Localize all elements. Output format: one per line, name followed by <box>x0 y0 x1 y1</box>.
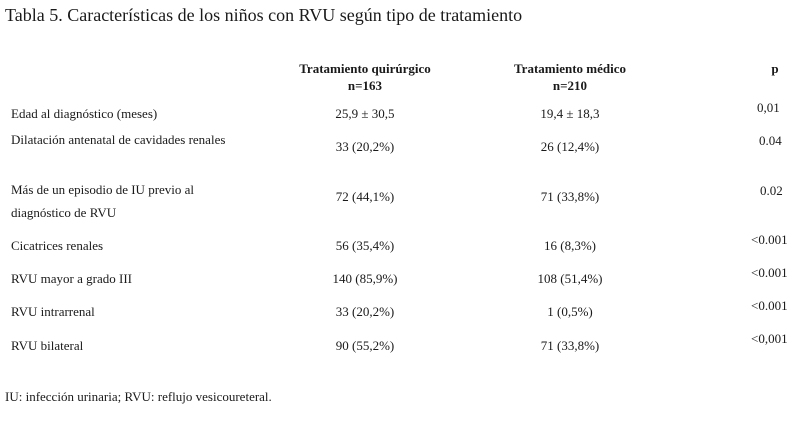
cell-medical: 19,4 ± 18,3 <box>540 106 600 121</box>
cell-p: <0.001 <box>751 232 788 247</box>
cell-surgical: 90 (55,2%) <box>335 338 395 353</box>
cell-surgical: 140 (85,9%) <box>332 271 398 286</box>
column-header-medical-name: Tratamiento médico <box>513 61 627 76</box>
cell-medical: 108 (51,4%) <box>537 271 603 286</box>
column-header-surgical-name: Tratamiento quirúrgico <box>299 61 431 76</box>
row-label: RVU bilateral <box>11 338 84 353</box>
column-header-surgical: Tratamiento quirúrgico n=163 <box>270 60 460 94</box>
cell-p: <0,001 <box>751 331 788 346</box>
cell-medical: 16 (8,3%) <box>544 238 596 253</box>
row-label: Cicatrices renales <box>11 238 104 253</box>
cell-p: <0.001 <box>751 298 788 313</box>
cell-surgical: 56 (35,4%) <box>335 238 395 253</box>
cell-medical: 71 (33,8%) <box>540 338 600 353</box>
cell-medical: 71 (33,8%) <box>540 189 600 204</box>
row-label: RVU intrarrenal <box>11 304 95 319</box>
column-header-medical-n: n=210 <box>552 78 588 93</box>
cell-p: 0,01 <box>757 100 780 115</box>
cell-surgical: 72 (44,1%) <box>335 189 395 204</box>
column-header-surgical-n: n=163 <box>347 78 383 93</box>
cell-medical: 26 (12,4%) <box>540 139 600 154</box>
cell-surgical: 33 (20,2%) <box>335 304 395 319</box>
column-header-medical: Tratamiento médico n=210 <box>480 60 660 94</box>
cell-p: <0.001 <box>751 265 788 280</box>
cell-medical: 1 (0,5%) <box>547 304 593 319</box>
column-header-p: p <box>750 60 800 77</box>
column-header-p-name: p <box>771 61 779 76</box>
row-label: Dilatación antenatal de cavidades renale… <box>11 132 226 147</box>
cell-p: 0.04 <box>759 133 782 148</box>
cell-surgical: 25,9 ± 30,5 <box>335 106 395 121</box>
row-label: Más de un episodio de IU previo al diagn… <box>11 182 195 220</box>
table-title: Tabla 5. Características de los niños co… <box>5 5 523 25</box>
row-label: Edad al diagnóstico (meses) <box>11 106 158 121</box>
cell-p: 0.02 <box>760 183 783 198</box>
cell-surgical: 33 (20,2%) <box>335 139 395 154</box>
table-footnote: IU: infección urinaria; RVU: reflujo ves… <box>5 389 272 404</box>
row-label: RVU mayor a grado III <box>11 271 132 286</box>
